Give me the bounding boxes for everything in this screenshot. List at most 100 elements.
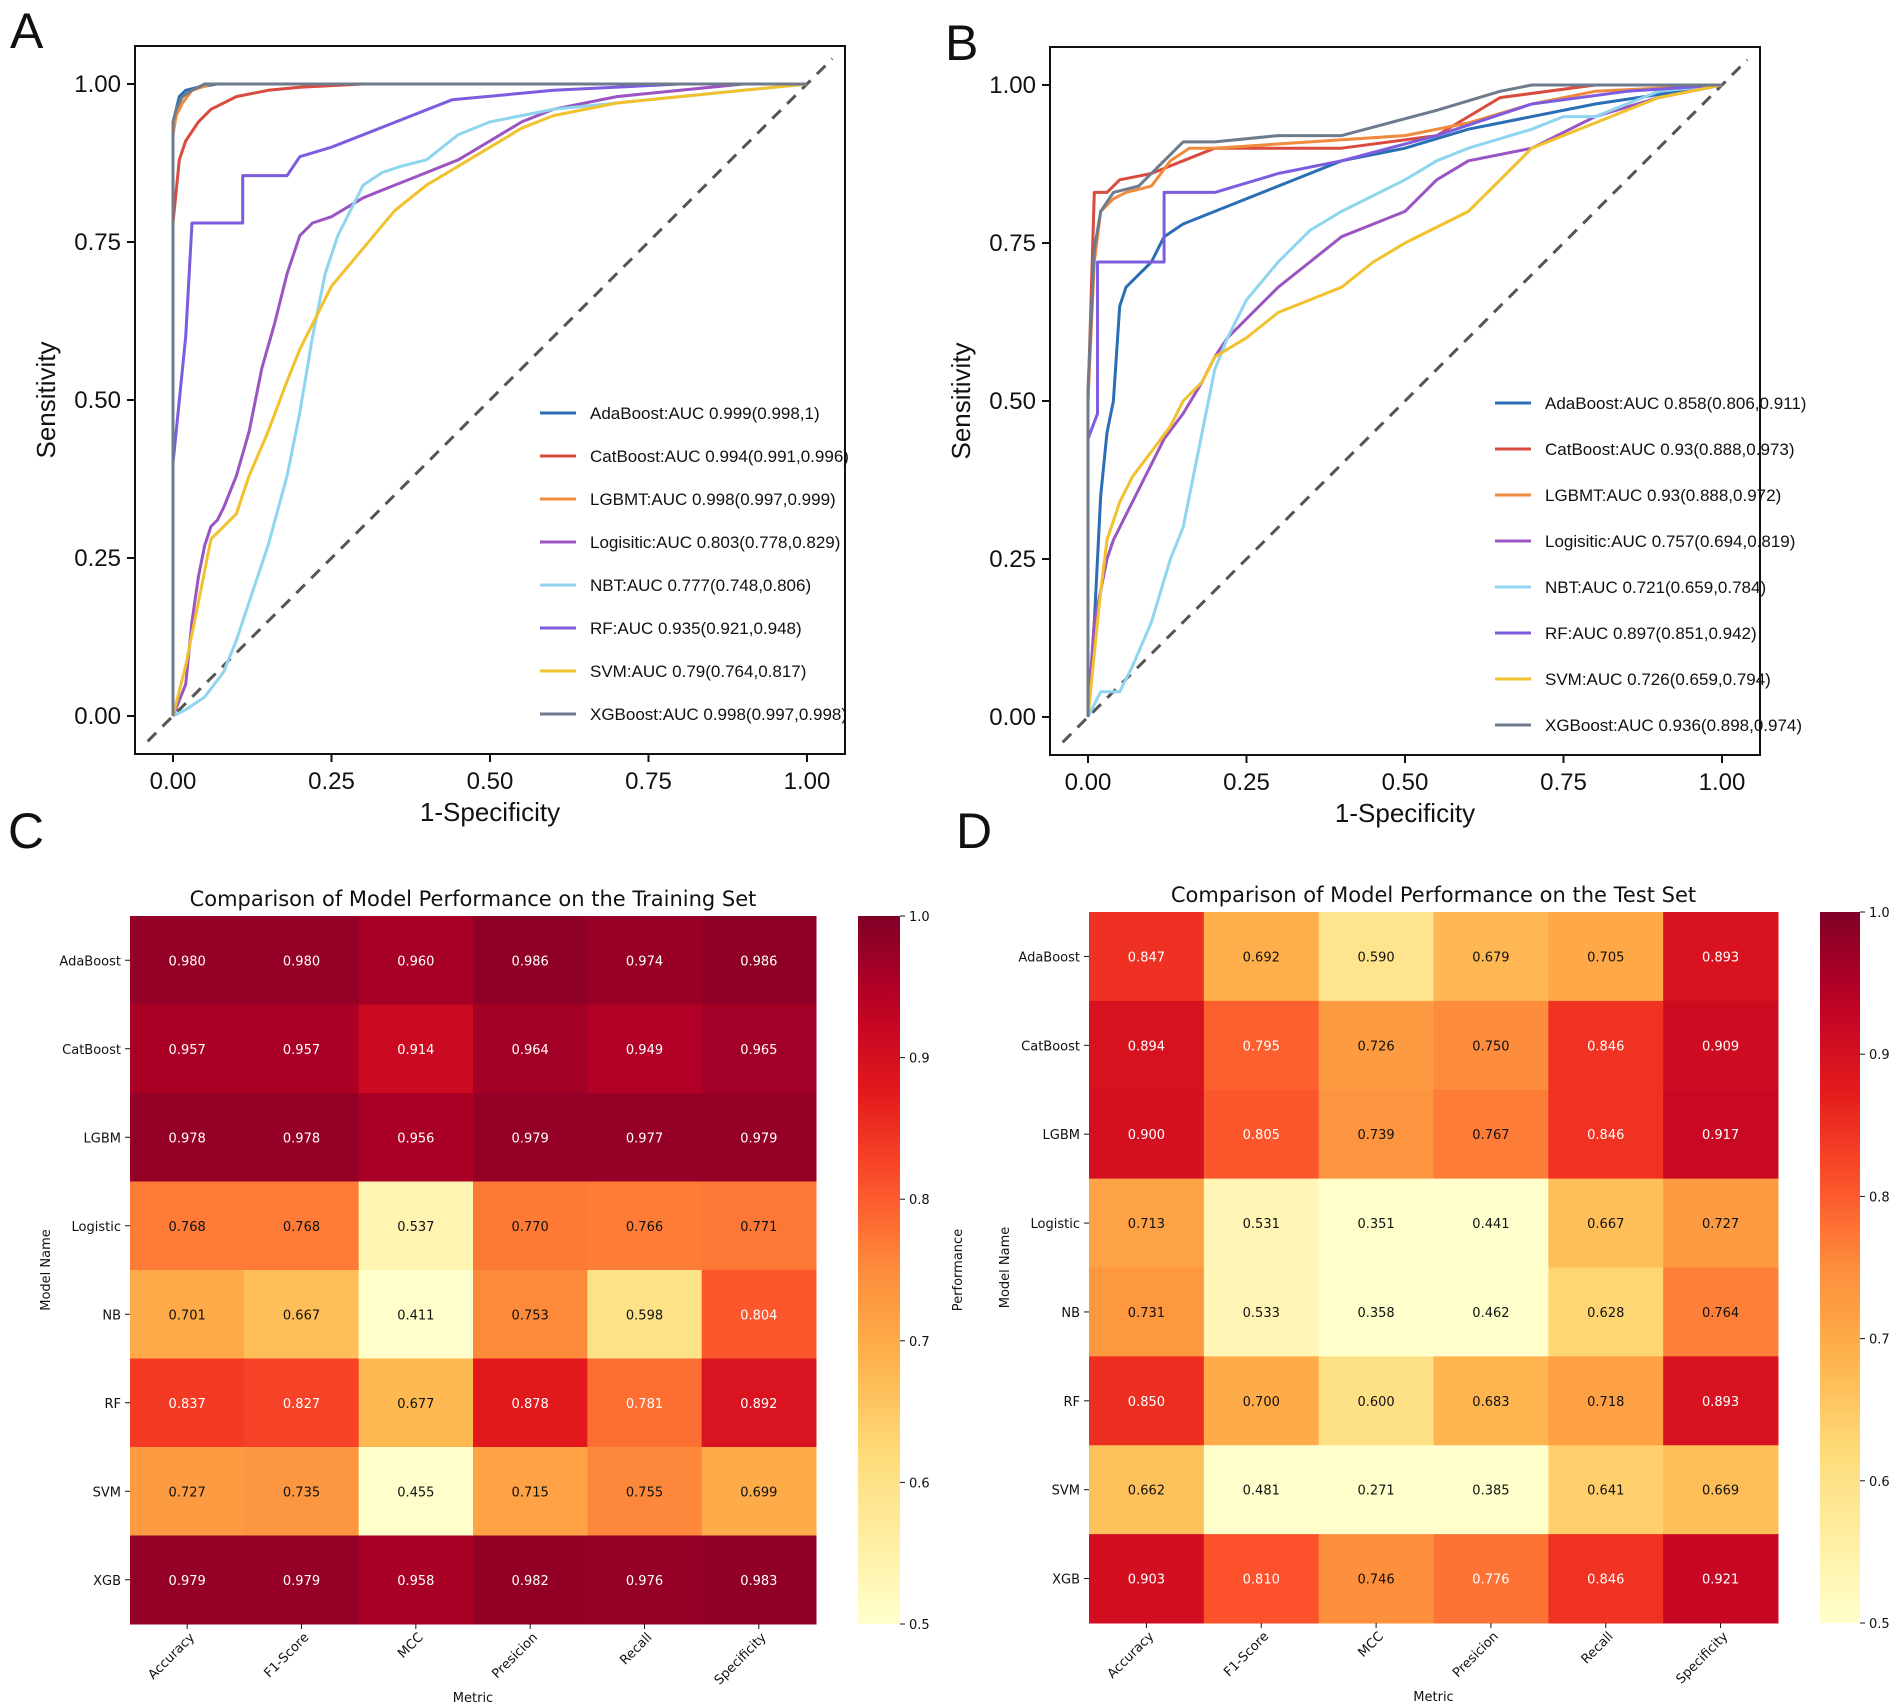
heatmap-cell-value: 0.878 — [512, 1397, 549, 1412]
heatmap-cell — [1089, 1000, 1205, 1091]
heatmap-cell — [1089, 1534, 1205, 1624]
heatmap-cell — [358, 1270, 474, 1359]
y-tick-label: 0.75 — [989, 230, 1036, 257]
heatmap-cell — [358, 1004, 474, 1094]
legend-label-xgboost: XGBoost:AUC 0.998(0.997,0.998) — [590, 705, 847, 724]
heatmap-cell-value: 0.979 — [283, 1574, 320, 1589]
row-label: Logistic — [72, 1220, 121, 1235]
y-tick-label: 0.25 — [989, 546, 1036, 573]
column-label: MCC — [1356, 1629, 1387, 1660]
heatmap-cell — [587, 1093, 703, 1182]
legend-label-svm: SVM:AUC 0.79(0.764,0.817) — [590, 662, 806, 681]
heatmap-cell — [244, 1093, 360, 1182]
heatmap-cell-value: 0.667 — [283, 1308, 320, 1323]
heatmap-cell — [587, 916, 703, 1005]
heatmap-title: Comparison of Model Performance on the T… — [1171, 883, 1696, 907]
heatmap-cell-value: 0.351 — [1357, 1217, 1394, 1232]
colorbar-tick-label: 0.8 — [1869, 1190, 1890, 1205]
heatmap-cell — [1089, 1445, 1205, 1535]
legend-label-rf: RF:AUC 0.897(0.851,0.942) — [1545, 624, 1757, 643]
heatmap-cell-value: 0.715 — [512, 1485, 549, 1500]
roc-curve-logistic — [1086, 83, 1723, 718]
heatmap-cell — [1089, 1356, 1205, 1446]
heatmap-cell-value: 0.979 — [512, 1131, 549, 1146]
row-label: SVM — [93, 1485, 121, 1500]
x-tick-label: 0.00 — [1065, 769, 1112, 796]
y-axis-label: Model Name — [998, 1227, 1013, 1309]
heatmap-cell-value: 0.768 — [169, 1220, 206, 1235]
heatmap-cell — [587, 1181, 703, 1271]
heatmap-cell-value: 0.983 — [740, 1574, 777, 1589]
heatmap-cell — [1433, 1178, 1549, 1268]
legend-label-catboost: CatBoost:AUC 0.93(0.888,0.973) — [1545, 440, 1794, 459]
heatmap-cell-value: 0.753 — [512, 1308, 549, 1323]
legend-label-lgbmt: LGBMT:AUC 0.998(0.997,0.999) — [590, 490, 836, 509]
legend-label-adaboost: AdaBoost:AUC 0.858(0.806,0.911) — [1545, 394, 1806, 413]
colorbar-tick-label: 0.5 — [1869, 1617, 1890, 1632]
heatmap-cell — [473, 1270, 588, 1359]
row-label: LGBM — [84, 1131, 121, 1146]
heatmap-cell-value: 0.893 — [1702, 1395, 1739, 1410]
legend-label-logistic: Logisitic:AUC 0.757(0.694,0.819) — [1545, 532, 1795, 551]
heatmap-cell — [473, 1447, 588, 1536]
roc-chart-a-svg: 0.00 0.25 0.50 0.75 1.00 0.00 0.25 0.50 0.75 1.00… — [31, 45, 849, 827]
heatmap-cell — [244, 1447, 360, 1536]
heatmap-cell — [1548, 1534, 1664, 1624]
colorbar — [858, 916, 900, 1624]
row-label: RF — [1063, 1395, 1080, 1410]
heatmap-cell — [358, 1093, 474, 1182]
heatmap-cell-value: 0.827 — [283, 1397, 320, 1412]
column-label: F1-Score — [1221, 1629, 1272, 1680]
heatmap-cell — [1663, 1267, 1779, 1357]
heatmap-cell — [587, 1358, 703, 1448]
x-tick-label: 1.00 — [1699, 769, 1746, 796]
heatmap-cell-value: 0.713 — [1128, 1217, 1165, 1232]
roc-curve-logistic — [171, 82, 807, 717]
heatmap-cell-value: 0.683 — [1472, 1395, 1509, 1410]
heatmap-cell — [473, 1535, 588, 1625]
heatmap-cell-value: 0.411 — [397, 1308, 434, 1323]
heatmap-cell-value: 0.677 — [397, 1397, 434, 1412]
heatmap-cell-value: 0.271 — [1357, 1484, 1394, 1499]
heatmap-cell — [701, 916, 817, 1005]
heatmap-cell-value: 0.731 — [1128, 1306, 1165, 1321]
heatmap-cell — [1203, 1445, 1320, 1535]
roc-curve-catboost — [1086, 83, 1722, 717]
heatmap-cell — [1203, 1534, 1320, 1624]
heatmap-cell-value: 0.958 — [397, 1574, 434, 1589]
heatmap-cell-value: 0.770 — [512, 1220, 549, 1235]
heatmap-chart-c: Comparison of Model Performance on the T… — [0, 860, 966, 1708]
roc-curve-svm — [171, 82, 808, 717]
heatmap-cell-value: 0.726 — [1357, 1039, 1394, 1054]
heatmap-cell — [244, 916, 360, 1005]
heatmap-cell — [1318, 1356, 1434, 1446]
colorbar-label: Performance — [951, 1229, 966, 1311]
heatmap-cell-value: 0.701 — [169, 1308, 206, 1323]
roc-curve-nbt — [172, 82, 808, 718]
heatmap-cell — [1089, 1178, 1205, 1268]
x-tick-label: 0.25 — [1223, 769, 1270, 796]
heatmap-cell-value: 0.667 — [1587, 1217, 1624, 1232]
heatmap-cell — [358, 1358, 474, 1448]
heatmap-cell — [1548, 1445, 1664, 1535]
column-label: Specificity — [1673, 1629, 1731, 1687]
heatmap-cell — [701, 1358, 817, 1448]
heatmap-cell-value: 0.537 — [397, 1220, 434, 1235]
colorbar-tick-label: 0.9 — [909, 1052, 930, 1067]
heatmap-cell — [587, 1535, 703, 1625]
heatmap-cell-value: 0.750 — [1472, 1039, 1509, 1054]
heatmap-cell — [1433, 912, 1549, 1002]
legend-label-adaboost: AdaBoost:AUC 0.999(0.998,1) — [590, 404, 820, 423]
heatmap-cell — [244, 1181, 360, 1271]
colorbar-tick-label: 0.9 — [1869, 1048, 1890, 1063]
heatmap-cell-value: 0.679 — [1472, 950, 1509, 965]
y-axis-label: Model Name — [39, 1229, 54, 1311]
panel-letter-b: B — [945, 15, 979, 71]
heatmap-cell-value: 0.385 — [1472, 1484, 1509, 1499]
heatmap-cell — [1663, 1356, 1779, 1446]
heatmap-cell-value: 0.768 — [283, 1220, 320, 1235]
heatmap-cell — [1548, 1178, 1664, 1268]
heatmap-cell — [473, 1181, 588, 1271]
heatmap-cell-value: 0.949 — [626, 1043, 663, 1058]
y-axis-label: Sensitivity — [946, 342, 976, 459]
